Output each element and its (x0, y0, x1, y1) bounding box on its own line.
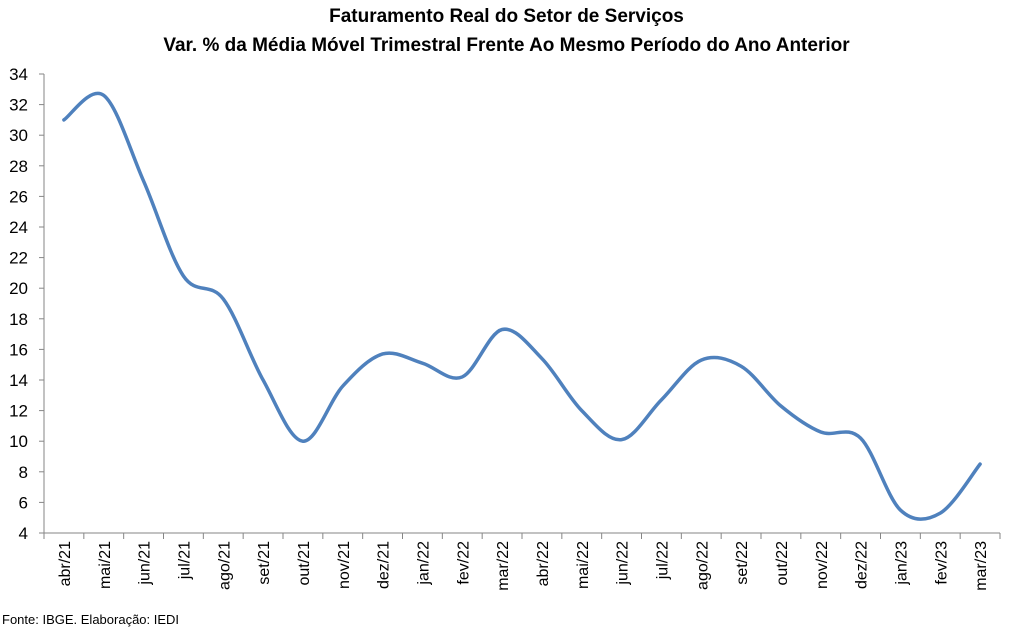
x-tick-label: abr/22 (535, 541, 552, 586)
axes (43, 74, 1000, 534)
chart-title: Faturamento Real do Setor de Serviços (329, 6, 684, 27)
x-tick-label: jul/21 (176, 541, 193, 580)
y-tick-label: 16 (9, 340, 28, 359)
y-tick-label: 14 (9, 371, 28, 390)
x-tick-label: fev/22 (455, 541, 472, 585)
x-tick-label: mar/22 (495, 541, 512, 591)
y-tick-label: 4 (19, 524, 28, 543)
x-tick-label: dez/22 (854, 541, 871, 589)
x-tick-label: ago/22 (694, 541, 711, 590)
x-tick-label: nov/22 (814, 541, 831, 589)
x-tick-label: jan/23 (893, 541, 910, 586)
source-note: Fonte: IBGE. Elaboração: IEDI (2, 612, 180, 627)
y-tick-label: 30 (9, 126, 28, 145)
y-tick-label: 28 (9, 157, 28, 176)
series-lines (62, 91, 982, 521)
y-tick-label: 22 (9, 249, 28, 268)
y-tick-label: 20 (9, 279, 28, 298)
x-tick-label: set/21 (256, 541, 273, 585)
y-tick-label: 32 (9, 96, 28, 115)
y-tick-label: 26 (9, 187, 28, 206)
x-tick-label: mai/21 (97, 541, 114, 589)
x-tick-label: nov/21 (336, 541, 353, 589)
x-tick-label: set/22 (734, 541, 751, 585)
y-tick-label: 12 (9, 402, 28, 421)
y-tick-label: 34 (9, 65, 28, 84)
x-tick-label: jun/22 (615, 541, 632, 586)
x-tick-label: out/21 (296, 541, 313, 586)
x-tick-label: fev/23 (933, 541, 950, 585)
x-tick-label: jul/22 (654, 541, 671, 580)
x-tick-label: dez/21 (376, 541, 393, 589)
x-tick-label: mar/23 (973, 541, 990, 591)
y-axis-ticks: 4 6 8 10 12 14 16 18 20 22 24 26 28 30 32 34 (9, 65, 44, 543)
y-tick-label: 24 (9, 218, 28, 237)
y-tick-label: 18 (9, 310, 28, 329)
x-tick-label: ago/21 (216, 541, 233, 590)
x-tick-label: abr/21 (57, 541, 74, 586)
y-tick-label: 10 (9, 432, 28, 451)
chart-subtitle: Var. % da Média Móvel Trimestral Frente … (163, 35, 850, 56)
y-tick-label: 6 (19, 493, 28, 512)
x-axis-ticks: abr/21 mai/21 jun/21 jul/21 ago/21 set/21 out/… (43, 533, 1001, 591)
y-tick-label: 8 (19, 463, 28, 482)
x-tick-label: mai/22 (575, 541, 592, 589)
x-tick-label: jan/22 (415, 541, 432, 586)
series-line (62, 91, 982, 521)
x-tick-label: jun/21 (137, 541, 154, 586)
x-tick-label: out/22 (774, 541, 791, 586)
